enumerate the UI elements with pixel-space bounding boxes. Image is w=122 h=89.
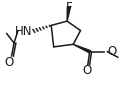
Polygon shape: [73, 44, 91, 53]
Text: O: O: [107, 45, 117, 58]
Text: HN: HN: [15, 25, 33, 38]
Text: O: O: [83, 64, 92, 77]
Polygon shape: [67, 7, 71, 21]
Text: O: O: [5, 56, 14, 69]
Text: F: F: [66, 1, 72, 14]
